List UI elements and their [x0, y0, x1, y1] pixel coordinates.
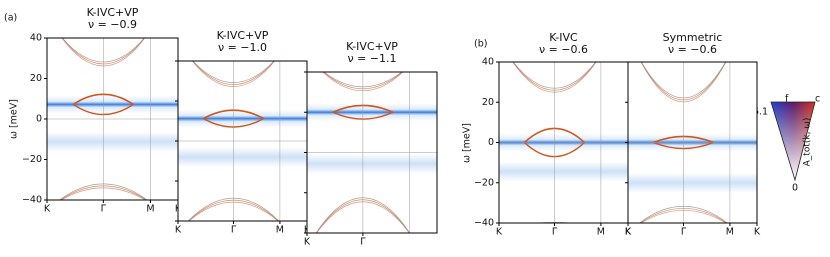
x-tick-label: K	[625, 227, 632, 238]
panel-subtitle: ν = −0.6	[668, 43, 717, 56]
y-tick-label: 40	[482, 57, 494, 68]
panel-title: K-IVC+VP	[217, 29, 269, 42]
x-tick-label: K	[304, 237, 311, 248]
colorbar-max: 6.1	[753, 107, 768, 118]
y-tick-label: 0	[488, 137, 494, 148]
x-tick-label: Γ	[552, 227, 558, 238]
panel-subtitle: ν = −0.6	[539, 43, 588, 56]
panel-title: K-IVC+VP	[87, 6, 139, 19]
remote-band	[628, 172, 757, 193]
y-tick-label: 0	[36, 114, 42, 125]
flat-band	[307, 109, 437, 116]
panel-label: (b)	[474, 39, 487, 50]
y-tick-label: 20	[482, 97, 494, 108]
colorbar-corner: c	[815, 94, 820, 105]
panel-subtitle: ν = −1.1	[347, 52, 396, 65]
axis-label: ω [meV]	[9, 99, 20, 139]
colorbar-corner: f	[785, 94, 789, 105]
panel-subtitle: ν = −1.0	[218, 41, 267, 54]
x-tick-label: K	[625, 227, 632, 238]
colorbar	[770, 101, 816, 182]
x-tick-label: Γ	[101, 204, 107, 215]
colorbar-min: 0	[792, 183, 798, 194]
x-tick-label: K	[754, 227, 761, 238]
y-tick-label: −40	[474, 218, 494, 229]
x-tick-label: Γ	[360, 237, 366, 248]
remote-band	[307, 153, 437, 174]
y-tick-label: −20	[22, 154, 42, 165]
x-tick-label: K	[175, 225, 182, 236]
axis-label: ω [meV]	[462, 123, 473, 163]
flat-band	[178, 115, 307, 122]
remote-band	[178, 147, 307, 167]
colorbar-outline	[770, 101, 816, 182]
x-tick-label: M	[146, 204, 154, 215]
remote-band	[47, 131, 178, 152]
panel-label: (a)	[4, 13, 17, 24]
panel-title: Symmetric	[663, 31, 723, 44]
x-tick-label: Γ	[231, 225, 237, 236]
y-tick-label: −40	[22, 195, 42, 206]
x-tick-label: M	[276, 225, 284, 236]
remote-band	[499, 161, 628, 182]
y-tick-label: 20	[30, 73, 42, 84]
panel-title: K-IVC+VP	[346, 40, 398, 53]
x-tick-label: Γ	[681, 227, 687, 238]
y-tick-label: −20	[474, 177, 494, 188]
x-tick-label: K	[496, 227, 503, 238]
x-tick-label: M	[726, 227, 734, 238]
y-tick-label: 40	[30, 33, 42, 44]
panel-subtitle: ν = −0.9	[88, 18, 137, 31]
flat-band	[47, 101, 178, 108]
x-tick-label: K	[44, 204, 51, 215]
colorbar-label: A_tot(k, ω)	[803, 118, 813, 167]
x-tick-label: M	[597, 227, 605, 238]
panel: K-IVC+VPν = −1.1 K Γ	[304, 40, 438, 248]
panel-title: K-IVC	[549, 31, 578, 44]
